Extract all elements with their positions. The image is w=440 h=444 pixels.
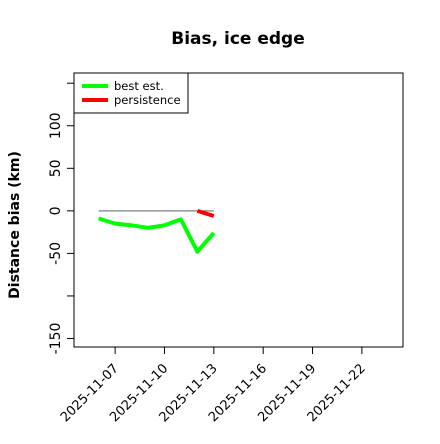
y-tick-label: -50 [48,242,64,265]
plot-frame [74,73,403,347]
chart-title: Bias, ice edge [171,29,305,49]
legend: best est.persistence [74,73,188,113]
axes: -150-500501002025-11-072025-11-102025-11… [48,73,403,425]
series-line-1 [197,211,213,216]
y-tick-label: 0 [48,206,64,215]
y-tick-label: 50 [48,159,64,177]
legend-label-1: persistence [114,93,181,107]
plot-area [99,211,214,252]
y-tick-label: 100 [48,112,64,139]
series-line-0 [99,219,214,252]
y-tick-label: -150 [48,323,64,355]
y-axis-label: Distance bias (km) [7,151,23,299]
legend-label-0: best est. [114,79,164,93]
